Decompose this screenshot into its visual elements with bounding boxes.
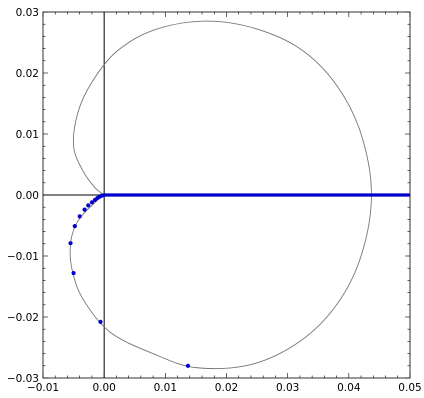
x-tick-label: 0.05	[398, 382, 421, 394]
x-tick-label: 0.03	[276, 382, 299, 394]
curve-layer	[69, 20, 372, 370]
data-point	[77, 214, 82, 219]
data-point	[68, 241, 73, 246]
y-tick-label: −0.02	[7, 312, 39, 324]
data-point	[82, 207, 87, 212]
x-tick-label: −0.01	[27, 382, 59, 394]
y-tick-label: 0.02	[16, 68, 39, 80]
x-tick-label: 0.00	[92, 382, 115, 394]
x-tick-label: 0.02	[215, 382, 238, 394]
curve-line	[69, 20, 372, 370]
y-tick-label: −0.01	[7, 251, 39, 263]
data-point	[72, 224, 77, 229]
data-point	[86, 203, 91, 208]
data-point	[100, 193, 106, 198]
y-tick-label: −0.03	[7, 373, 39, 385]
y-tick-label: 0.01	[16, 129, 39, 141]
x-tick-label: 0.04	[337, 382, 361, 394]
data-point	[71, 270, 76, 276]
data-point	[89, 200, 95, 205]
points-layer	[68, 193, 410, 368]
x-tick-label: 0.01	[154, 382, 177, 394]
tick-labels: −0.01 0.00 0.01 0.02 0.03 0.04 0.05 0.03 0.02 0.0…	[7, 7, 422, 394]
data-point	[185, 363, 191, 368]
y-tick-label: 0.03	[16, 7, 39, 19]
data-point	[98, 319, 103, 324]
y-tick-label: 0.00	[16, 190, 39, 202]
